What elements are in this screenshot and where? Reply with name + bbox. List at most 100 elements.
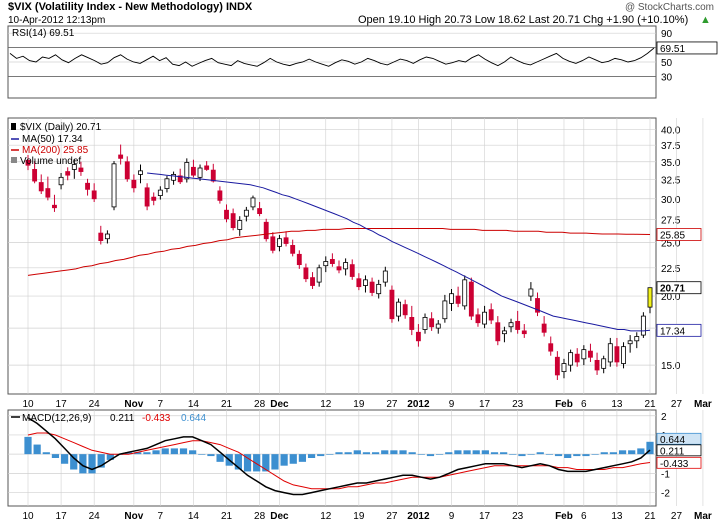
candle	[389, 285, 395, 323]
candle-body	[71, 164, 77, 170]
x-tick-label: 27	[671, 511, 683, 521]
candle-body	[257, 208, 263, 215]
candle-body	[310, 277, 315, 286]
macd-histogram-bar	[399, 450, 407, 455]
legend-macd-value: 0.211	[110, 413, 135, 424]
candle-body	[78, 167, 84, 172]
candle	[184, 158, 190, 183]
candle	[144, 183, 150, 211]
candle	[197, 164, 203, 182]
ma200-value-label: 25.85	[660, 230, 685, 241]
price-tick-label: 32.5	[661, 176, 681, 187]
macd-histogram-bar	[51, 454, 60, 458]
rsi-layer: 69.51	[9, 41, 718, 67]
candle	[594, 352, 600, 375]
candle-body	[614, 346, 620, 363]
candle	[230, 208, 236, 231]
candle-body	[45, 188, 51, 198]
candle	[316, 264, 322, 287]
candle-body	[250, 197, 256, 208]
rsi-value-label: 69.51	[660, 44, 685, 55]
macd-histogram-bar	[573, 454, 581, 457]
candle-body	[336, 266, 342, 271]
candle-body	[277, 238, 282, 247]
macd-histogram-bar	[280, 454, 288, 466]
candle-body	[283, 237, 289, 244]
x-tick-label: 12	[320, 511, 332, 521]
candle-body	[528, 288, 534, 297]
macd-histogram-bar	[582, 454, 590, 457]
candle	[501, 326, 507, 343]
rsi-legend: RSI(14) 69.51	[12, 28, 75, 39]
candle-body	[462, 279, 468, 307]
macd-histogram-bar	[179, 448, 188, 455]
candle	[78, 161, 84, 176]
candle	[329, 253, 335, 267]
price-panel: 15.017.520.022.525.027.530.032.535.037.5…	[7, 117, 704, 395]
macd-histogram-bar	[70, 454, 78, 470]
x-tick-label: 2012	[407, 511, 430, 521]
candle	[488, 303, 494, 325]
x-tick-label: 13	[611, 399, 623, 410]
macd-histogram-bar	[408, 452, 416, 455]
candle-body	[111, 163, 117, 208]
candle	[409, 305, 415, 336]
candle	[442, 294, 448, 323]
macd-panel-frame	[7, 409, 657, 507]
macd-histogram-bar	[152, 450, 160, 455]
x-tick-label: 7	[158, 511, 164, 521]
rsi-tick-label: 90	[661, 29, 673, 40]
macd-histogram-bar	[317, 454, 325, 457]
macd-histogram-bar	[472, 450, 480, 455]
macd-histogram-bar	[216, 454, 224, 462]
candle-body	[131, 179, 137, 189]
candle-body	[640, 315, 646, 336]
candle-body	[85, 182, 90, 190]
candle	[204, 161, 210, 171]
candle-body	[171, 174, 177, 181]
ma200-line	[27, 228, 651, 276]
x-tick-label: 17	[479, 399, 491, 410]
candle-body	[118, 154, 124, 159]
candle-body	[435, 323, 441, 329]
candle	[554, 351, 560, 380]
macd-line-value-box	[656, 444, 702, 457]
macd-histogram-bar	[307, 454, 316, 458]
candle	[171, 171, 177, 185]
candle-body	[601, 358, 607, 369]
legend-signal-value: -0.433	[142, 413, 171, 424]
candle-body	[343, 262, 349, 270]
macd-legend: MACD(12,26,9) 0.211 -0.433 0.644	[11, 413, 206, 424]
candle	[277, 234, 282, 252]
candle	[548, 336, 554, 356]
legend-volume: Volume undef	[20, 156, 81, 167]
price-legend: $VIX (Daily) 20.71 MA(50) 17.34 MA(200) …	[11, 122, 102, 167]
macd-histogram-bar	[253, 454, 261, 472]
macd-histogram-bar	[271, 454, 279, 470]
price-x-axis: 10 17 24 Nov 7 14 21 28 Dec 12 19 27 2012 9 17 23 Feb 6 13…	[22, 399, 711, 410]
candle-body	[621, 346, 626, 364]
candle-body	[217, 190, 223, 201]
macd-histogram-bar	[33, 444, 41, 455]
candle	[296, 250, 302, 269]
legend-swatch-volume	[11, 157, 17, 163]
macd-histogram-bar	[445, 452, 453, 455]
candle	[71, 159, 77, 179]
macd-histogram-bar	[646, 441, 654, 455]
candle-body	[25, 159, 31, 166]
macd-tick-label: -1	[661, 469, 670, 480]
candle-body	[32, 169, 38, 182]
price-tick-label: 30.0	[661, 195, 681, 206]
legend-macd-name: MACD(12,26,9)	[22, 413, 91, 424]
macd-histogram-bar	[134, 452, 142, 455]
candle	[647, 287, 653, 314]
price-tick-label: 20.0	[661, 292, 681, 303]
x-tick-label: Feb	[555, 399, 573, 410]
candle-body	[177, 175, 183, 183]
candle-body	[382, 270, 388, 283]
candle	[349, 259, 355, 280]
candle	[224, 204, 229, 223]
candle	[237, 216, 243, 236]
macd-histogram-bar	[344, 452, 352, 455]
